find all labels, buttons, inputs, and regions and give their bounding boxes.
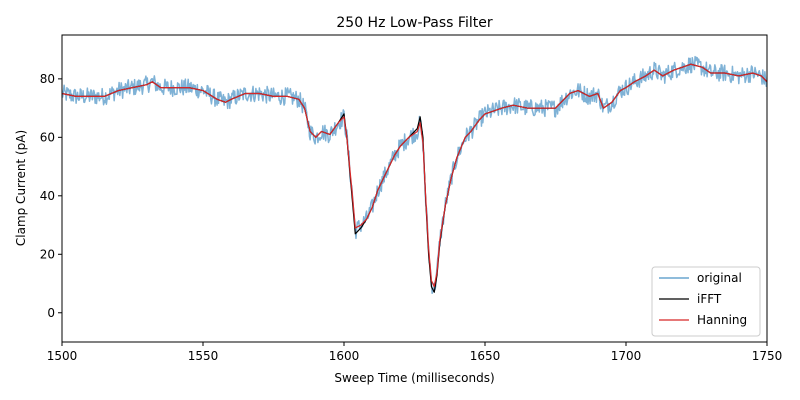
plot-frame — [61, 34, 768, 343]
x-tick-label: 1600 — [329, 349, 360, 363]
y-tick-label: 60 — [40, 130, 55, 144]
legend-box — [651, 266, 761, 337]
legend-label: Hanning — [697, 313, 747, 327]
x-tick-label: 1550 — [188, 349, 219, 363]
y-tick-label: 20 — [40, 247, 55, 261]
x-tick-label: 1750 — [752, 349, 783, 363]
x-axis: 1500 1550 1600 1650 1700 1750 — [47, 342, 783, 363]
legend-label: iFFT — [697, 292, 722, 306]
legend: original iFFT Hanning — [651, 266, 761, 337]
chart-title: 250 Hz Low-Pass Filter — [336, 15, 492, 31]
x-tick-label: 1700 — [611, 349, 642, 363]
y-tick-label: 80 — [40, 72, 55, 86]
legend-label: original — [697, 271, 742, 285]
plot-lines — [62, 55, 767, 295]
x-tick-label: 1650 — [470, 349, 501, 363]
y-axis: 0 20 40 60 80 — [40, 72, 62, 320]
y-axis-label: Clamp Current (pA) — [14, 130, 28, 246]
y-tick-label: 40 — [40, 189, 55, 203]
y-tick-label: 0 — [47, 306, 55, 320]
series-line-hanning — [62, 63, 767, 288]
x-tick-label: 1500 — [47, 349, 78, 363]
x-axis-label: Sweep Time (milliseconds) — [334, 371, 494, 385]
